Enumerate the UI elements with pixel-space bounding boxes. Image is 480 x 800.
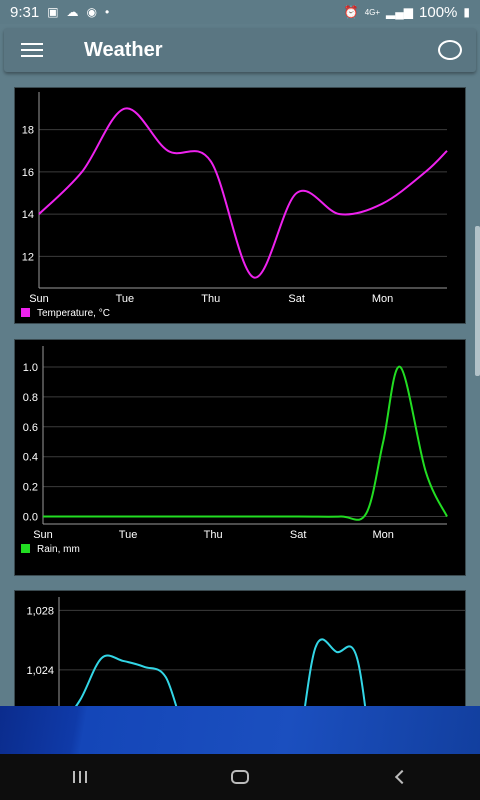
x-tick-label: Sat (288, 293, 305, 305)
status-bar: 9:31 ▣ ☁ ◉ • ⏰ 4G+ ▂▄▆ 100% ▮ (0, 0, 480, 24)
back-button[interactable] (370, 757, 430, 797)
network-type: 4G+ (364, 7, 381, 17)
series-line (72, 638, 367, 710)
hamburger-icon (21, 43, 43, 45)
y-tick-label: 0.4 (23, 452, 38, 464)
weather-icon: ☁ (66, 5, 79, 19)
circle-icon[interactable] (438, 40, 462, 60)
dot-icon: • (105, 5, 110, 19)
battery-icon: ▮ (463, 5, 470, 19)
home-icon (231, 770, 249, 784)
battery-level: 100% (419, 3, 458, 21)
gallery-icon: ▣ (47, 5, 59, 19)
temperature-chart-card: 12 14 16 18 Sun Tue Thu Sat Mon Temperature, °C (14, 87, 466, 324)
home-button[interactable] (210, 757, 270, 797)
legend-swatch (21, 308, 30, 317)
y-tick-label: 16 (22, 167, 34, 179)
series-line (38, 107, 448, 279)
x-tick-label: Mon (373, 529, 394, 541)
y-tick-label: 1,028 (26, 605, 54, 617)
legend-label: Temperature, °C (37, 308, 110, 319)
chart-list[interactable]: 12 14 16 18 Sun Tue Thu Sat Mon Temperature, °C 0… (0, 76, 480, 710)
x-tick-label: Tue (119, 529, 138, 541)
y-tick-label: 18 (22, 125, 34, 137)
temperature-chart: 12 14 16 18 Sun Tue Thu Sat Mon Temperature, °C (21, 92, 448, 319)
series-line (42, 365, 448, 521)
system-nav-bar (0, 754, 480, 800)
rain-chart: 0.0 0.2 0.4 0.6 0.8 1.0 Sun Tue Thu Sat Mon Rain, m… (21, 346, 448, 555)
y-tick-label: 0.8 (23, 392, 38, 404)
app-bar: Weather (4, 28, 476, 72)
x-tick-label: Mon (372, 293, 393, 305)
scrollbar[interactable] (475, 226, 480, 376)
y-tick-label: 0.6 (23, 422, 38, 434)
y-tick-label: 1,024 (26, 665, 54, 677)
x-tick-label: Sat (290, 529, 307, 541)
ad-banner[interactable] (0, 706, 480, 754)
x-tick-label: Tue (116, 293, 135, 305)
y-tick-label: 0.0 (23, 512, 38, 524)
y-tick-label: 12 (22, 251, 34, 263)
x-tick-label: Thu (204, 529, 223, 541)
legend-label: Rain, mm (37, 544, 80, 555)
status-time: 9:31 (10, 3, 40, 21)
recent-apps-button[interactable] (50, 757, 110, 797)
y-tick-label: 14 (22, 209, 34, 221)
alarm-icon: ⏰ (343, 5, 359, 19)
x-tick-label: Sun (33, 529, 53, 541)
rain-chart-card: 0.0 0.2 0.4 0.6 0.8 1.0 Sun Tue Thu Sat Mon Rain, m… (14, 339, 466, 576)
signal-icon: ▂▄▆ (386, 5, 414, 19)
page-title: Weather (84, 38, 163, 61)
x-tick-label: Sun (29, 293, 49, 305)
hamburger-icon-line (21, 49, 43, 51)
eye-icon: ◉ (86, 5, 98, 19)
x-tick-label: Thu (201, 293, 220, 305)
y-tick-label: 1.0 (23, 362, 38, 374)
y-tick-label: 0.2 (23, 482, 38, 494)
legend-swatch (21, 544, 30, 553)
recent-apps-icon (73, 771, 87, 783)
back-icon (394, 769, 410, 785)
menu-button[interactable] (4, 28, 60, 72)
hamburger-icon-line (21, 55, 43, 57)
